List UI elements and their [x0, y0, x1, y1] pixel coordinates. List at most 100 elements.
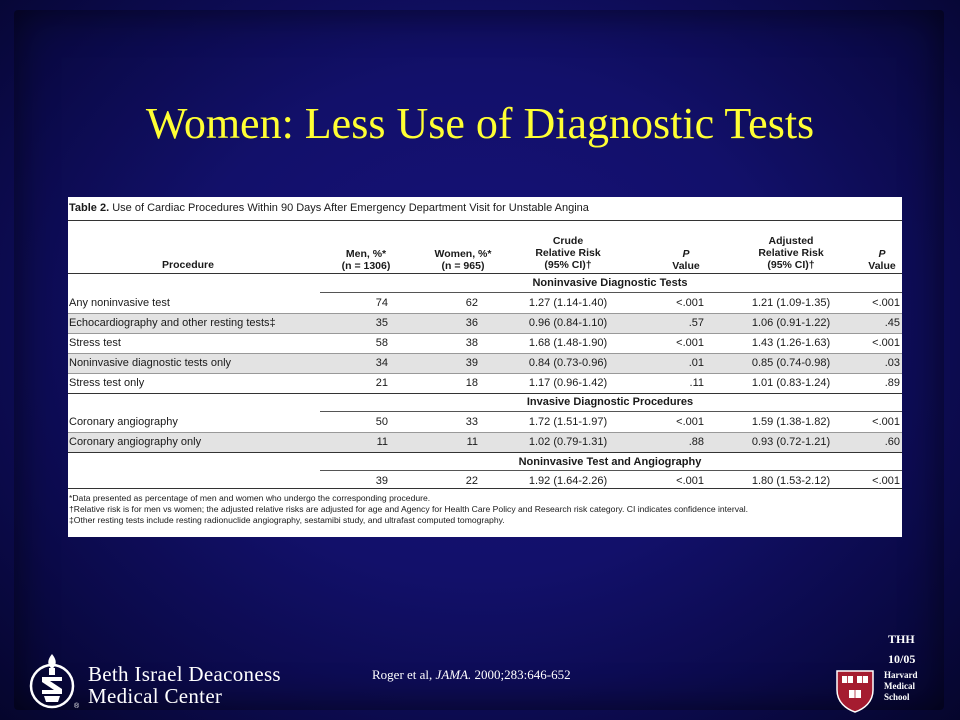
harvard-medical-school-label: Harvard Medical School: [884, 670, 918, 703]
footnote: *Data presented as percentage of men and…: [69, 493, 431, 503]
table-row: Stress test 58 38 1.68 (1.48-1.90) <.001…: [68, 334, 902, 353]
cell-men: 34: [375, 357, 388, 369]
cell-p-adjusted: <.001: [872, 297, 900, 309]
cell-crude-rr: 0.84 (0.73-0.96): [528, 357, 608, 369]
section-rule: [320, 470, 902, 471]
cell-procedure: Stress test only: [69, 377, 145, 389]
header-men-line2: (n = 1306): [341, 260, 391, 272]
section-title-noninvasive-angiography: Noninvasive Test and Angiography: [518, 456, 702, 468]
header-p1-line1: P: [682, 248, 690, 260]
section-title-invasive: Invasive Diagnostic Procedures: [526, 396, 694, 408]
citation: Roger et al, JAMA. 2000;283:646-652: [372, 667, 571, 683]
hms-line1: Harvard: [884, 670, 918, 680]
section-rule: [320, 411, 902, 412]
row-separator: [68, 432, 902, 433]
cell-p-crude: .57: [688, 317, 704, 329]
cell-women: 38: [465, 337, 478, 349]
cell-crude-rr: 1.02 (0.79-1.31): [528, 436, 608, 448]
header-men: Men, %* (n = 1306): [336, 248, 396, 272]
header-women-line1: Women, %*: [434, 248, 492, 260]
cell-men: 74: [375, 297, 388, 309]
bidmc-name-line1: Beth Israel Deaconess: [88, 662, 281, 686]
table-row: Noninvasive diagnostic tests only 34 39 …: [68, 354, 902, 373]
bidmc-logo-icon: ®: [29, 654, 80, 710]
header-p1-line2: Value: [672, 260, 700, 272]
section-title-noninvasive: Noninvasive Diagnostic Tests: [532, 277, 688, 289]
table-row: Echocardiography and other resting tests…: [68, 314, 902, 333]
svg-text:®: ®: [74, 702, 80, 710]
cell-men: 39: [375, 475, 388, 487]
cell-women: 33: [465, 416, 478, 428]
table-row: 39 22 1.92 (1.64-2.26) <.001 1.80 (1.53-…: [68, 472, 902, 491]
cell-p-adjusted: <.001: [872, 416, 900, 428]
cell-p-adjusted: <.001: [872, 337, 900, 349]
cell-women: 11: [466, 436, 478, 448]
cell-men: 50: [375, 416, 388, 428]
bidmc-name-line2: Medical Center: [88, 684, 223, 708]
footnote: †Relative risk is for men vs women; the …: [69, 504, 749, 514]
cell-p-crude: .88: [688, 436, 704, 448]
cell-p-crude: .01: [688, 357, 704, 369]
table-top-rule: [68, 220, 902, 221]
hms-line3: School: [884, 692, 910, 702]
header-adj-line3: (95% CI)†: [767, 259, 815, 271]
cell-adjusted-rr: 0.85 (0.74-0.98): [751, 357, 831, 369]
bidmc-wordmark: Beth Israel Deaconess Medical Center: [88, 663, 281, 707]
cell-men: 58: [375, 337, 388, 349]
cell-procedure: Any noninvasive test: [69, 297, 170, 309]
header-adj-line1: Adjusted: [768, 235, 814, 247]
table-row: Any noninvasive test 74 62 1.27 (1.14-1.…: [68, 294, 902, 313]
header-bottom-rule: [68, 273, 902, 274]
header-p-value-crude: P Value: [664, 248, 708, 272]
cell-adjusted-rr: 1.01 (0.83-1.24): [751, 377, 831, 389]
citation-authors: Roger et al,: [372, 667, 436, 682]
cell-adjusted-rr: 1.21 (1.09-1.35): [751, 297, 831, 309]
table-row: Coronary angiography only 11 11 1.02 (0.…: [68, 433, 902, 452]
cell-crude-rr: 1.92 (1.64-2.26): [528, 475, 608, 487]
cell-women: 18: [465, 377, 478, 389]
table-caption-label: Table 2.: [69, 202, 110, 214]
row-separator: [68, 313, 902, 314]
cell-men: 21: [375, 377, 388, 389]
cell-p-adjusted: .89: [884, 377, 900, 389]
header-men-line1: Men, %*: [345, 248, 387, 260]
cell-p-crude: .11: [689, 377, 704, 389]
cell-crude-rr: 1.17 (0.96-1.42): [528, 377, 608, 389]
header-adj-line2: Relative Risk: [758, 247, 824, 259]
cell-men: 35: [375, 317, 388, 329]
header-p-value-adjusted: P Value: [862, 248, 902, 272]
table-caption-text: Use of Cardiac Procedures Within 90 Days…: [112, 202, 589, 214]
cell-procedure: Noninvasive diagnostic tests only: [69, 357, 232, 369]
cell-adjusted-rr: 1.59 (1.38-1.82): [751, 416, 831, 428]
cell-women: 22: [465, 475, 478, 487]
citation-journal: JAMA.: [435, 667, 472, 682]
cell-women: 62: [465, 297, 478, 309]
header-women: Women, %* (n = 965): [425, 248, 501, 272]
header-p2-line1: P: [878, 248, 886, 260]
header-crude-line1: Crude: [552, 235, 584, 247]
harvard-shield-icon: [836, 670, 874, 713]
cell-procedure: Coronary angiography: [69, 416, 178, 428]
section-separator: [68, 393, 902, 394]
table-row: Stress test only 21 18 1.17 (0.96-1.42) …: [68, 374, 902, 393]
row-separator: [68, 353, 902, 354]
table-bottom-rule: [68, 488, 902, 489]
cell-crude-rr: 1.68 (1.48-1.90): [528, 337, 608, 349]
cell-p-adjusted: <.001: [872, 475, 900, 487]
header-crude-line3: (95% CI)†: [544, 259, 592, 271]
cell-p-adjusted: .60: [884, 436, 900, 448]
header-crude-rr: Crude Relative Risk (95% CI)†: [518, 235, 618, 271]
header-crude-line2: Relative Risk: [535, 247, 601, 259]
cell-adjusted-rr: 1.43 (1.26-1.63): [751, 337, 831, 349]
cell-p-crude: <.001: [676, 416, 704, 428]
cell-p-adjusted: .45: [884, 317, 900, 329]
cell-adjusted-rr: 0.93 (0.72-1.21): [751, 436, 831, 448]
author-initials: THH: [888, 632, 915, 646]
row-separator: [68, 373, 902, 374]
slide-title: Women: Less Use of Diagnostic Tests: [145, 99, 815, 148]
section-separator: [68, 452, 902, 453]
cell-p-crude: <.001: [676, 297, 704, 309]
cell-procedure: Echocardiography and other resting tests…: [69, 317, 276, 329]
header-procedure: Procedure: [162, 259, 214, 271]
cell-women: 36: [465, 317, 478, 329]
